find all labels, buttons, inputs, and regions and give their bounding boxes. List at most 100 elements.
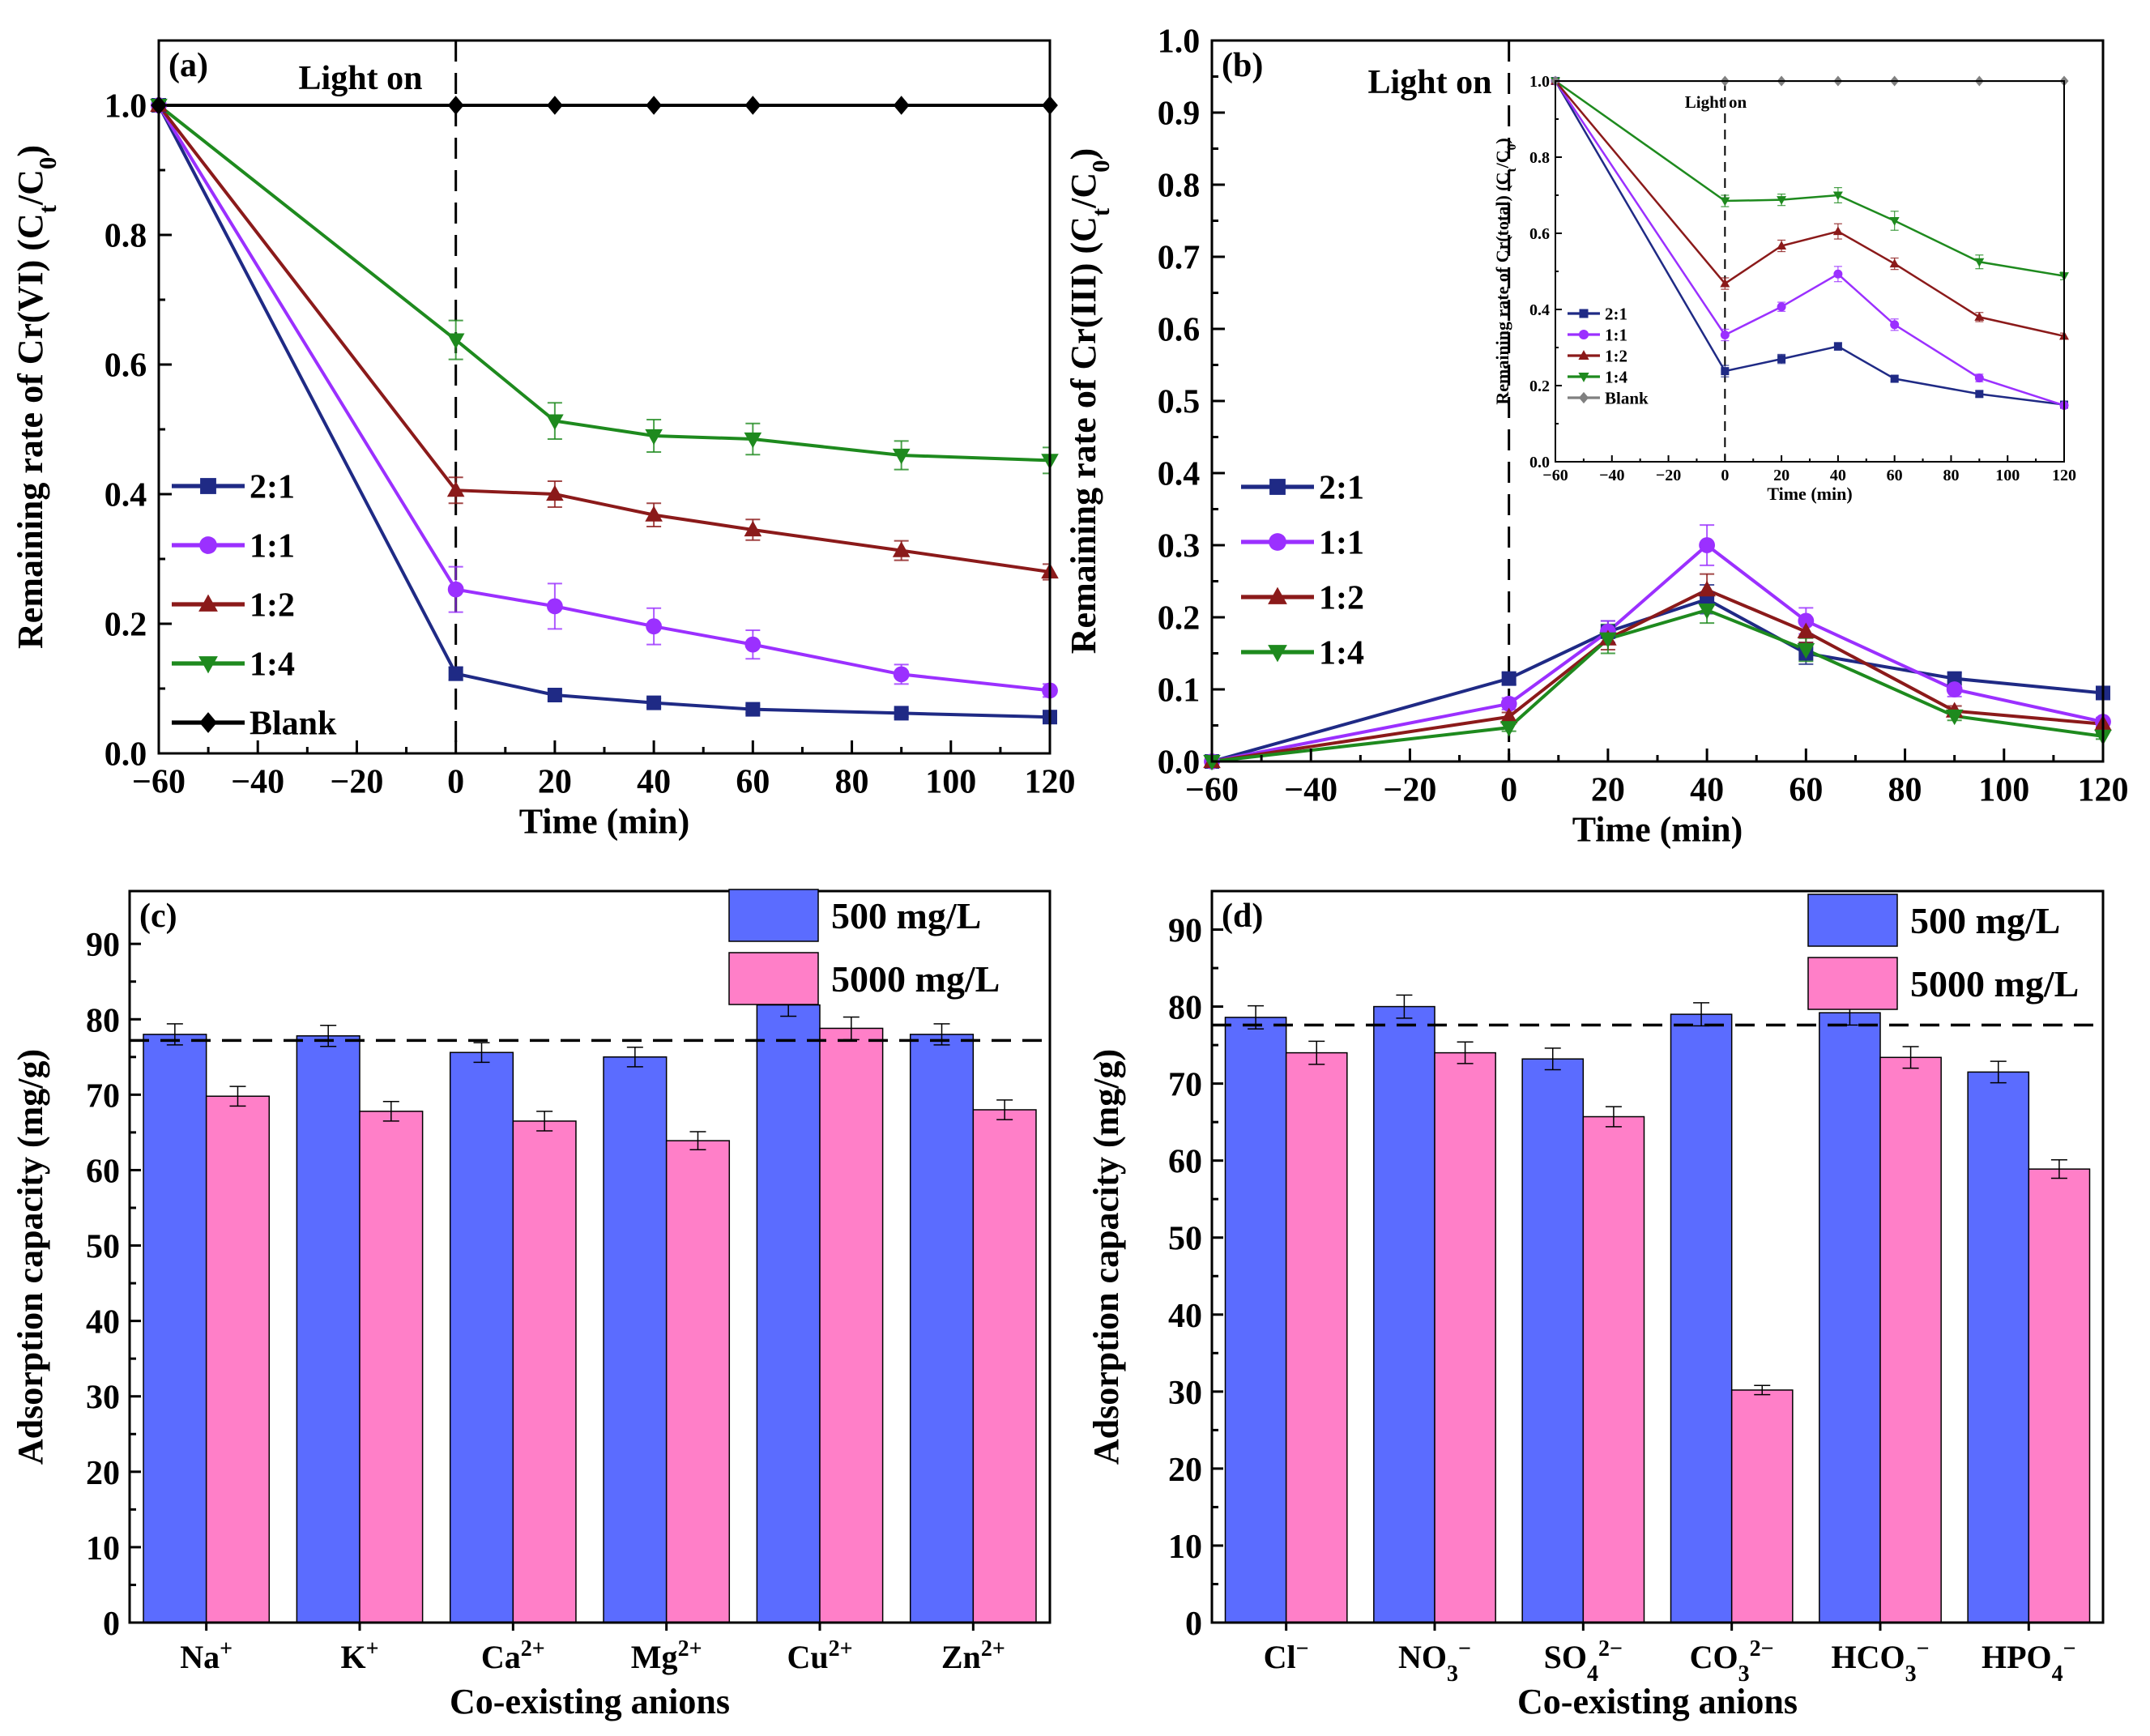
panel-a-legend-label: 1:1 xyxy=(250,528,295,565)
panel-a-series-1-1-point xyxy=(893,666,910,683)
panel-b-inset-series-1-1-point xyxy=(1833,269,1843,279)
panel-b-inset-y-axis-label-mid: /C xyxy=(1492,150,1512,168)
panel-b-y-tick-label: 0.2 xyxy=(1158,600,1201,638)
panel-b-x-tick-label: 120 xyxy=(2078,771,2129,808)
panel-b-series-1-4-point xyxy=(1203,754,1221,771)
panel-d-frame xyxy=(1210,889,2105,1624)
panel-a-series-2-1-point xyxy=(448,666,463,681)
panel-d-category-label: Cl− xyxy=(1264,1636,1309,1676)
panel-a-line-chart: −60 −40 −20 0 20 40 60 80 100 120 0.0 0.2 0.4 0.6 0.8 1… xyxy=(11,39,1076,842)
panel-a-legend-label: 1:4 xyxy=(250,646,295,684)
panel-a-y-axis-label: Remaining rate of Cr(VI) (Ct/C0) xyxy=(11,145,62,649)
panel-b-x-tick-label: 80 xyxy=(1888,771,1922,808)
panel-c-category-sup: 2+ xyxy=(829,1636,853,1661)
panel-a-series-1-2-point xyxy=(744,520,762,537)
panel-b-legend-label: 1:1 xyxy=(1319,525,1364,562)
panel-c-legend-label: 5000 mg/L xyxy=(831,958,1000,1000)
panel-b-inset-series-1-2-point xyxy=(1889,258,1900,268)
panel-a-series-blank-point xyxy=(646,96,663,115)
panel-b-line-chart: −60 −40 −20 0 20 40 60 80 100 120 0.0 0.1 0.2 0.3 0.4 0… xyxy=(1064,23,2129,850)
panel-a-light-on-label: Light on xyxy=(299,60,423,97)
panel-a-y-axis-label-sub1: t xyxy=(34,204,62,213)
panel-b-inset-line-chart: −60 −40 −20 0 20 40 60 80 100 120 0.0 0.2 0.4 0.6 0.8 1… xyxy=(1492,73,2076,504)
panel-b-y-tick-label: 0.7 xyxy=(1158,240,1201,277)
panel-b-inset-y-tick-label: 1.0 xyxy=(1529,73,1550,91)
panel-b-inset-x-tick-label: −40 xyxy=(1599,467,1624,484)
panel-d-legend-label: 5000 mg/L xyxy=(1910,963,2079,1004)
panel-c-legend-label: 500 mg/L xyxy=(831,895,981,936)
panel-a-series-1-4-point xyxy=(446,333,465,349)
panel-d-category-label: CO32− xyxy=(1690,1636,1774,1687)
panel-a-y-tick-label: 0.8 xyxy=(105,218,147,255)
panel-b-inset-series-2-1-point xyxy=(1890,374,1899,383)
panel-b-inset-x-tick-label: 0 xyxy=(1721,467,1729,484)
panel-b-inset-x-tick-label: 20 xyxy=(1773,467,1790,484)
panel-c-bar-500 xyxy=(603,1056,668,1623)
panel-a-series-1-2-point xyxy=(546,484,564,501)
panel-b-inset-y-axis-label-end: ) xyxy=(1492,138,1512,143)
panel-d-y-tick-label: 50 xyxy=(1168,1221,1202,1258)
panel-d-bar-500 xyxy=(1521,1058,1585,1623)
panel-c-bar-5000 xyxy=(972,1109,1037,1623)
panel-b-y-axis-label-sub2: 0 xyxy=(1087,160,1115,172)
panel-d-bar-5000 xyxy=(1730,1389,1794,1623)
panel-b-series-1-4-point xyxy=(1945,709,1964,726)
panel-a-y-tick-label: 0.2 xyxy=(105,607,147,644)
panel-b-legend-marker xyxy=(1269,533,1286,551)
panel-b-inset-legend-label: Blank xyxy=(1605,388,1649,407)
panel-c-bar-chart: Na+ K+ Ca2+ Mg2+ Cu2+ Zn2+0102030405060708090… xyxy=(11,889,1052,1721)
panel-b-inset-series-1-2-point xyxy=(1832,226,1843,236)
panel-d-y-tick-label: 20 xyxy=(1168,1452,1202,1489)
panel-b-legend-label: 1:2 xyxy=(1319,580,1364,617)
panel-b-y-axis-label-sub1: t xyxy=(1087,207,1115,216)
panel-d-category-sub: 4 xyxy=(2052,1661,2063,1687)
panel-b-series-1-1-point xyxy=(1946,681,1963,697)
panel-d-legend-label: 500 mg/L xyxy=(1910,900,2060,941)
panel-c-y-tick-label: 80 xyxy=(86,1002,120,1039)
panel-a-y-tick-label: 0.4 xyxy=(105,477,147,514)
panel-a-series-blank-point xyxy=(893,96,910,115)
panel-b-x-tick-label: −20 xyxy=(1383,771,1436,808)
panel-b-inset-series-2-1-point xyxy=(1975,390,1984,399)
panel-b-inset-legend-label: 1:4 xyxy=(1605,367,1627,386)
panel-a-series-2-1-point xyxy=(745,702,761,717)
panel-c-bar-500 xyxy=(909,1034,975,1623)
panel-a-legend-marker xyxy=(199,712,217,733)
panel-a-x-tick-label: 120 xyxy=(1025,763,1076,800)
panel-d-y-tick-label: 90 xyxy=(1168,913,1202,950)
panel-a-y-tick-label: 0.0 xyxy=(105,736,147,774)
panel-c-bar-500 xyxy=(449,1051,514,1623)
panel-d-bar-500 xyxy=(1819,1012,1881,1623)
panel-a-x-tick-label: 60 xyxy=(736,763,770,800)
panel-d-category-sup: − xyxy=(1917,1636,1930,1661)
panel-b-legend-marker xyxy=(1268,645,1287,663)
panel-b-series-2-1-point xyxy=(1947,671,1962,686)
panel-c-x-axis-label: Co-existing anions xyxy=(450,1682,730,1721)
panel-b-inset-y-tick-label: 0.4 xyxy=(1529,301,1550,319)
panel-b-inset-y-tick-label: 0.6 xyxy=(1529,225,1550,243)
panel-a-legend-label: 1:2 xyxy=(250,587,295,625)
panel-b-series-1-1-point xyxy=(1798,612,1815,629)
panel-d-category-sup: 2− xyxy=(1598,1636,1623,1661)
panel-b-series-1-2-point xyxy=(1797,622,1815,638)
panel-a-y-axis-label-main: Remaining rate of Cr(VI) (C xyxy=(11,213,50,649)
panel-d-category-base: CO xyxy=(1690,1639,1738,1675)
panel-c-category-sup: + xyxy=(220,1636,232,1661)
panel-b-inset-x-tick-label: 100 xyxy=(1995,467,2020,484)
panel-b-inset-series-1-2-point xyxy=(1720,278,1730,288)
panel-a-x-axis-label: Time (min) xyxy=(519,802,690,842)
panel-b-inset-series-2-1-point xyxy=(1833,342,1842,351)
panel-a-legend-label: 2:1 xyxy=(250,469,295,506)
panel-c-category-sup: 2+ xyxy=(521,1636,545,1661)
panel-c-bar-500 xyxy=(756,1004,821,1623)
panel-a-series-2-1-point xyxy=(894,706,909,721)
panel-b-inset-series-1-1-point xyxy=(1890,320,1900,330)
panel-c-y-tick-label: 60 xyxy=(86,1153,120,1190)
panel-c-category-base: K xyxy=(340,1639,365,1675)
panel-d-category-sub: 3 xyxy=(1738,1661,1750,1687)
panel-b-series-1-4-point xyxy=(1698,604,1716,620)
panel-a-series-1-4-point xyxy=(892,448,911,465)
panel-b-legend-label: 2:1 xyxy=(1319,470,1364,507)
panel-b-y-tick-label: 0.0 xyxy=(1158,744,1201,782)
panel-b-inset-y-axis-label-sub1: t xyxy=(1505,168,1519,173)
